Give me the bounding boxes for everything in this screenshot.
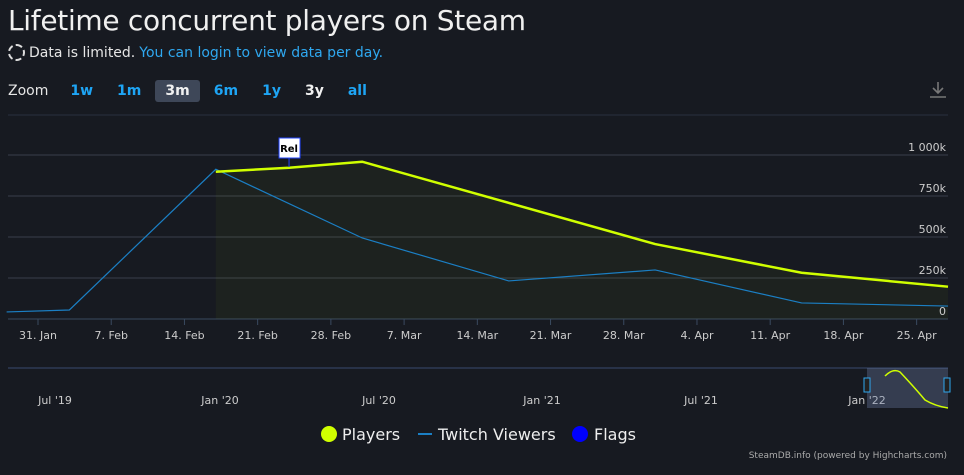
legend-players[interactable]: Players [342,425,400,444]
x-tick-label: 28. Feb [311,329,351,342]
x-tick-label: 14. Mar [456,329,498,342]
navigator-tick-label: Jul '19 [37,394,72,407]
legend-players-icon [321,426,337,442]
data-limited-notice: Data is limited. You can login to view d… [8,44,383,61]
x-tick-label: 25. Apr [897,329,937,342]
x-tick-label: 14. Feb [164,329,204,342]
x-tick-label: 18. Apr [823,329,863,342]
navigator-tick-label: Jan '22 [847,394,885,407]
flag-marker [278,137,301,159]
zoom-label: Zoom [8,83,49,99]
login-link[interactable]: You can login to view data per day. [139,44,384,61]
legend-twitch[interactable]: Twitch Viewers [437,425,556,444]
download-icon[interactable] [928,80,948,100]
players-line [215,160,949,288]
zoom-6m-button[interactable]: 6m [213,83,239,99]
navigator-handle[interactable] [943,377,951,393]
chart: 31. Jan 7. Feb 14. Feb 21. Feb 28. Feb 7. Mar… [6,114,951,461]
x-tick-label: 4. Apr [680,329,713,342]
navigator-series [884,369,949,409]
navigator-tick-label: Jul '21 [683,394,718,407]
zoom-3y-button[interactable]: 3y [304,83,324,99]
dashed-circle-icon [8,44,25,61]
notice-text: Data is limited. [29,44,136,61]
y-tick-label: 1 000k [908,141,946,154]
navigator-handle[interactable] [863,377,871,393]
players-area [216,162,948,319]
zoom-bar: Zoom 1w 1m 3m 6m 1y 3y all [8,80,377,102]
zoom-1w-button[interactable]: 1w [70,83,94,99]
navigator-tick-label: Jan '21 [522,394,560,407]
zoom-1m-button[interactable]: 1m [117,83,142,99]
y-tick-label: 500k [919,223,947,236]
x-tick-label: 31. Jan [19,329,57,342]
navigator-tick-label: Jan '20 [200,394,238,407]
y-tick-label: 750k [919,182,947,195]
flag-label: Rel [280,144,298,155]
x-tick-label: 7. Feb [94,329,127,342]
legend-flags[interactable]: Flags [594,425,636,444]
navigator-selection [867,368,948,408]
credits[interactable]: SteamDB.info (powered by Highcharts.com) [749,451,947,461]
x-tick-label: 7. Mar [387,329,422,342]
zoom-3m-button[interactable]: 3m [155,80,200,102]
x-tick-label: 28. Mar [603,329,645,342]
x-tick-label: 11. Apr [750,329,790,342]
zoom-1y-button[interactable]: 1y [262,83,281,99]
x-tick-label: 21. Mar [530,329,572,342]
navigator-tick-label: Jul '20 [361,394,396,407]
page-title: Lifetime concurrent players on Steam [8,4,526,37]
y-tick-label: 0 [939,305,946,318]
y-tick-label: 250k [919,264,947,277]
zoom-all-button[interactable]: all [347,83,367,99]
x-tick-label: 21. Feb [237,329,277,342]
twitch-line [6,168,949,313]
legend-flags-icon [572,426,588,442]
legend: Players Twitch Viewers Flags [321,425,636,444]
